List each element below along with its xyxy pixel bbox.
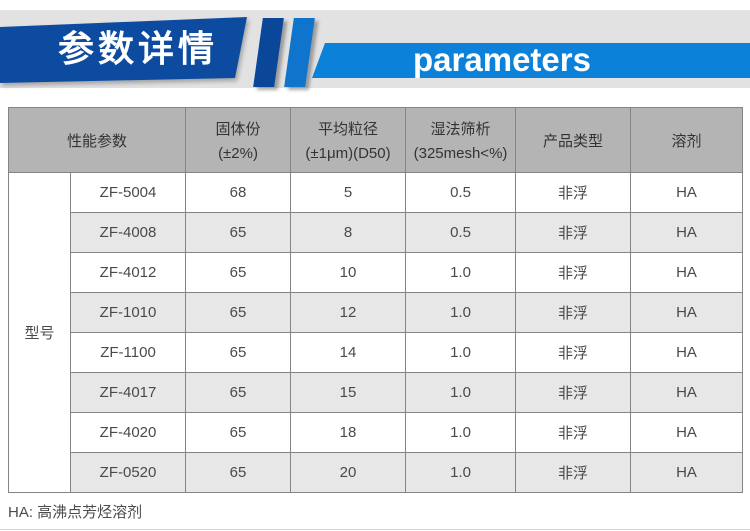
footnote: HA: 高沸点芳烃溶剂 xyxy=(8,504,143,521)
cell-solid: 65 xyxy=(185,412,292,453)
cell-type: 非浮 xyxy=(515,412,632,453)
cell-size: 15 xyxy=(290,372,407,413)
col-header-wet-sieve: 湿法筛析 (325mesh<%) xyxy=(405,107,517,173)
cell-sieve: 0.5 xyxy=(405,172,517,213)
cell-size: 18 xyxy=(290,412,407,453)
col-header-product-type: 产品类型 xyxy=(515,107,632,173)
cell-solid: 65 xyxy=(185,212,292,253)
cell-model: ZF-5004 xyxy=(69,172,187,213)
page-title-en: parameters xyxy=(413,41,591,78)
cell-solvent: HA xyxy=(630,172,744,213)
table-row: ZF-4008 65 8 0.5 非浮 HA xyxy=(9,212,744,253)
cell-solid: 68 xyxy=(185,172,292,213)
cell-solid: 65 xyxy=(185,252,292,293)
cell-sieve: 1.0 xyxy=(405,332,517,373)
table-row: 型号 ZF-5004 68 5 0.5 非浮 HA xyxy=(8,172,744,493)
cell-model: ZF-0520 xyxy=(69,452,187,493)
table-row: ZF-1100 65 14 1.0 非浮 HA xyxy=(9,332,744,373)
cell-size: 14 xyxy=(290,332,407,373)
cell-model: ZF-1100 xyxy=(69,332,187,373)
table-row: ZF-0520 65 20 1.0 非浮 HA xyxy=(9,452,744,493)
banner-title-block: 参数详情 xyxy=(0,17,247,83)
cell-solid: 65 xyxy=(185,332,292,373)
cell-type: 非浮 xyxy=(515,372,632,413)
cell-sieve: 1.0 xyxy=(405,372,517,413)
cell-model: ZF-1010 xyxy=(69,292,187,333)
col-header-performance: 性能参数 xyxy=(7,107,187,173)
cell-model: ZF-4008 xyxy=(69,212,187,253)
cell-solvent: HA xyxy=(630,452,744,493)
cell-type: 非浮 xyxy=(515,452,632,493)
cell-size: 8 xyxy=(290,212,407,253)
cell-type: 非浮 xyxy=(515,252,632,293)
spec-table-body: 型号 ZF-5004 68 5 0.5 非浮 HA ZF-4008 65 8 0… xyxy=(8,172,744,493)
table-row: ZF-4020 65 18 1.0 非浮 HA xyxy=(9,412,744,453)
cell-solvent: HA xyxy=(630,332,744,373)
cell-sieve: 1.0 xyxy=(405,252,517,293)
cell-type: 非浮 xyxy=(515,172,632,213)
cell-solid: 65 xyxy=(185,372,292,413)
banner-title-block-wrapper: 参数详情 xyxy=(0,14,264,90)
cell-solvent: HA xyxy=(630,252,744,293)
cell-solvent: HA xyxy=(630,372,744,413)
cell-type: 非浮 xyxy=(515,212,632,253)
cell-model: ZF-4020 xyxy=(69,412,187,453)
cell-solid: 65 xyxy=(185,452,292,493)
header-row: 性能参数 固体份 (±2%) 平均粒径 (±1μm)(D50) 湿法筛析 (32… xyxy=(7,107,744,173)
col-header-solid-content: 固体份 (±2%) xyxy=(185,107,292,173)
table-row: ZF-4012 65 10 1.0 非浮 HA xyxy=(9,252,744,293)
cell-sieve: 1.0 xyxy=(405,452,517,493)
cell-model: ZF-4012 xyxy=(69,252,187,293)
row-group-model-label: 型号 xyxy=(8,172,71,493)
cell-solid: 65 xyxy=(185,292,292,333)
cell-solvent: HA xyxy=(630,212,744,253)
cell-type: 非浮 xyxy=(515,292,632,333)
spec-table: 性能参数 固体份 (±2%) 平均粒径 (±1μm)(D50) 湿法筛析 (32… xyxy=(7,107,744,493)
cell-solvent: HA xyxy=(630,292,744,333)
cell-size: 10 xyxy=(290,252,407,293)
col-header-particle-size: 平均粒径 (±1μm)(D50) xyxy=(290,107,407,173)
spec-table-header: 性能参数 固体份 (±2%) 平均粒径 (±1μm)(D50) 湿法筛析 (32… xyxy=(7,107,744,173)
table-row: ZF-1010 65 12 1.0 非浮 HA xyxy=(9,292,744,333)
cell-size: 20 xyxy=(290,452,407,493)
banner-english-ribbon: parameters xyxy=(312,43,750,78)
cell-solvent: HA xyxy=(630,412,744,453)
cell-size: 5 xyxy=(290,172,407,213)
table-row: ZF-4017 65 15 1.0 非浮 HA xyxy=(9,372,744,413)
col-header-solvent: 溶剂 xyxy=(630,107,744,173)
cell-sieve: 1.0 xyxy=(405,412,517,453)
cell-type: 非浮 xyxy=(515,332,632,373)
cell-size: 12 xyxy=(290,292,407,333)
cell-sieve: 0.5 xyxy=(405,212,517,253)
bottom-divider xyxy=(0,529,750,530)
page-title-zh: 参数详情 xyxy=(58,28,219,69)
cell-sieve: 1.0 xyxy=(405,292,517,333)
cell-model: ZF-4017 xyxy=(69,372,187,413)
